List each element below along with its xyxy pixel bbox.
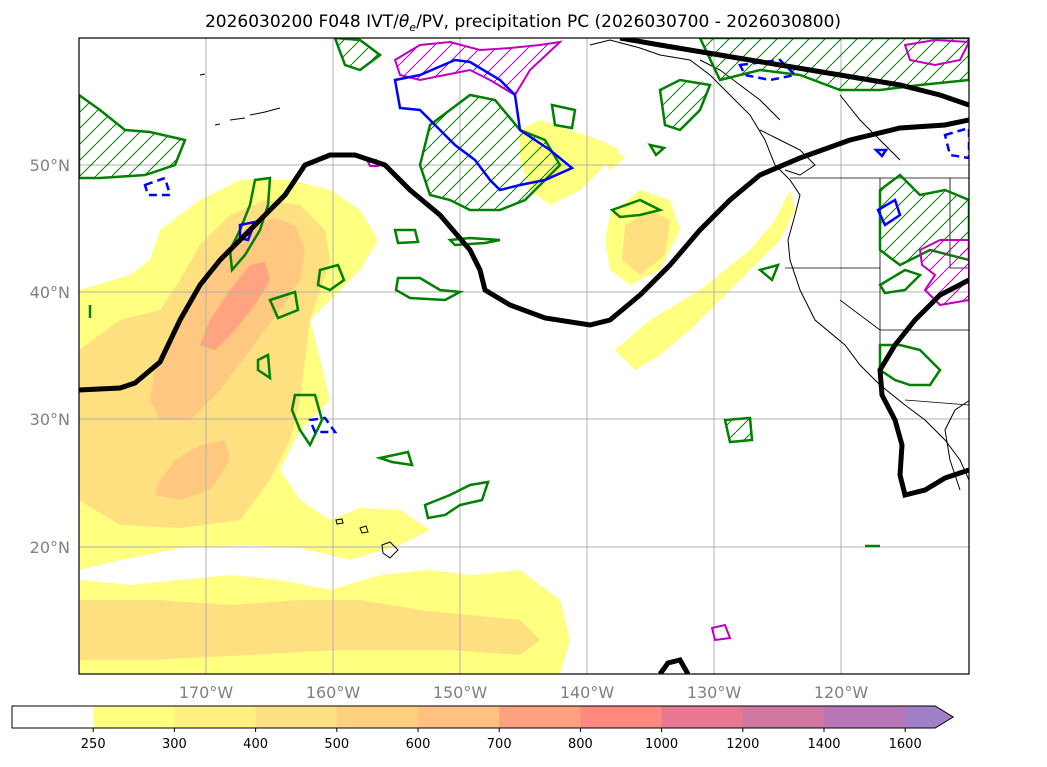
- pv-contour-east: [877, 277, 969, 499]
- colorbar-tick-label: 500: [324, 737, 349, 752]
- colorbar-tick-label: 1400: [807, 737, 840, 752]
- lat-label: 30°N: [30, 410, 70, 429]
- colorbar-tick-label: 1200: [726, 737, 759, 752]
- colorbar-segment: [499, 706, 581, 728]
- colorbar-tick-label: 800: [568, 737, 593, 752]
- colorbar-segment: [336, 706, 419, 728]
- map-content: [79, 38, 969, 674]
- hawaii-islands: [335, 518, 399, 559]
- lat-label: 50°N: [30, 156, 70, 175]
- precip-magenta-contours: [366, 38, 969, 642]
- colorbar-tick-label: 1000: [645, 737, 678, 752]
- colorbar-tick-label: 700: [487, 737, 512, 752]
- colorbar-tick-label: 400: [243, 737, 268, 752]
- chart-title: 2026030200 F048 IVT/θe/PV, precipitation…: [205, 12, 841, 34]
- colorbar-segment: [742, 706, 825, 728]
- lon-label: 130°W: [687, 683, 742, 702]
- colorbar-extension: [905, 706, 954, 728]
- lon-label: 140°W: [560, 683, 615, 702]
- colorbar-tick-label: 600: [406, 737, 431, 752]
- lon-label: 160°W: [306, 683, 361, 702]
- pv-contour-upper: [619, 38, 969, 108]
- lat-labels: 50°N 40°N 30°N 20°N: [30, 156, 70, 557]
- lat-label: 40°N: [30, 283, 70, 302]
- ivt-shading-800: [200, 262, 270, 350]
- colorbar-segment: [93, 706, 175, 728]
- colorbar-segment: [12, 706, 94, 728]
- precip-green-contours: [88, 103, 942, 548]
- colorbar-tick-label: 250: [81, 737, 106, 752]
- pv-contour-south: [657, 657, 691, 674]
- colorbar-segment: [580, 706, 663, 728]
- north-america-coast: [589, 39, 969, 481]
- colorbar-segment: [661, 706, 744, 728]
- lon-label: 150°W: [433, 683, 488, 702]
- colorbar-tick-label: 1600: [889, 737, 922, 752]
- colorbar-segment: [824, 706, 906, 728]
- colorbar-segment: [174, 706, 257, 728]
- precip-blue-contours: [143, 58, 969, 434]
- lon-label: 170°W: [179, 683, 234, 702]
- ivt-shading-600: [150, 218, 305, 500]
- lon-labels: 170°W 160°W 150°W 140°W 130°W 120°W: [179, 683, 869, 702]
- lon-label: 120°W: [814, 683, 869, 702]
- lat-label: 20°N: [30, 538, 70, 557]
- precip-green-hatched: [79, 38, 969, 444]
- colorbar-segment: [418, 706, 500, 728]
- graticule: [79, 38, 969, 674]
- colorbar-segment: [255, 706, 338, 728]
- colorbar-outline: [11, 705, 955, 729]
- map-frame: [78, 37, 970, 675]
- colorbar: 250 300 400 500 600 700 800 1000 1200 1400 1600: [11, 705, 955, 752]
- pv-contour-main: [79, 117, 969, 393]
- colorbar-tick-label: 300: [162, 737, 187, 752]
